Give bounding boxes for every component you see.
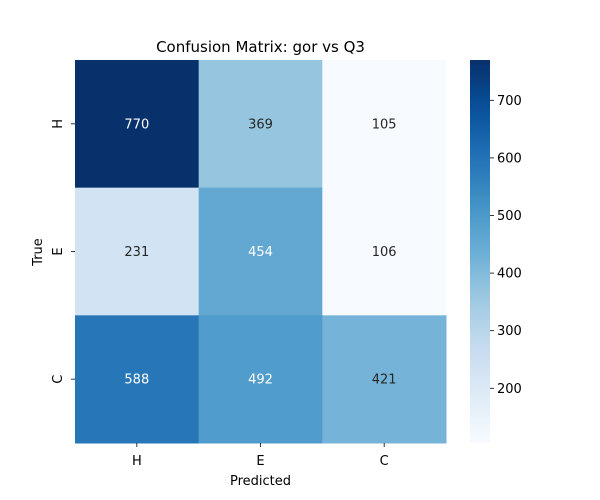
cell-value-label: 770: [124, 117, 149, 132]
heatmap-cell-c-e: [198, 315, 323, 444]
colorbar-tick-label: 700: [497, 94, 522, 109]
cell-value-label: 454: [248, 245, 273, 260]
cell-value-label: 492: [248, 373, 273, 388]
heatmap-cell-e-c: [322, 187, 447, 316]
y-axis-label: True: [31, 238, 46, 267]
cell-value-label: 105: [372, 117, 397, 132]
cell-value-label: 106: [372, 245, 397, 260]
colorbar: [470, 60, 490, 443]
colorbar-tick-label: 600: [497, 151, 522, 166]
colorbar-tick-label: 300: [497, 324, 522, 339]
cell-value-label: 588: [124, 373, 149, 388]
x-tick-label-c: C: [380, 454, 389, 469]
heatmap-cell-h-h: [75, 60, 200, 189]
heatmap-cell-h-c: [322, 60, 447, 189]
colorbar-tick-label: 200: [497, 382, 522, 397]
heatmap-cell-h-e: [198, 60, 323, 189]
x-tick-label-e: E: [256, 454, 264, 469]
y-tick-label-c: C: [51, 375, 66, 384]
chart-title: Confusion Matrix: gor vs Q3: [156, 38, 365, 56]
colorbar-ticks: 200 300 400 500 600 700: [490, 94, 522, 397]
y-tick-label-e: E: [51, 247, 66, 255]
y-tick-label-h: H: [51, 119, 66, 129]
heatmap-cell-c-c: [322, 315, 447, 444]
x-tick-label-h: H: [132, 454, 142, 469]
cell-value-label: 231: [124, 245, 149, 260]
heatmap-cell-c-h: [75, 315, 200, 444]
cell-value-label: 421: [372, 373, 397, 388]
colorbar-tick-label: 500: [497, 209, 522, 224]
y-axis-ticks: H E C: [51, 119, 75, 384]
heatmap-cells: 770 369 105 231 454 106 588 492 421: [75, 60, 447, 444]
heatmap-cell-e-e: [198, 187, 323, 316]
x-axis-label: Predicted: [230, 474, 291, 489]
heatmap-cell-e-h: [75, 187, 200, 316]
colorbar-tick-label: 400: [497, 267, 522, 282]
cell-value-label: 369: [248, 117, 273, 132]
